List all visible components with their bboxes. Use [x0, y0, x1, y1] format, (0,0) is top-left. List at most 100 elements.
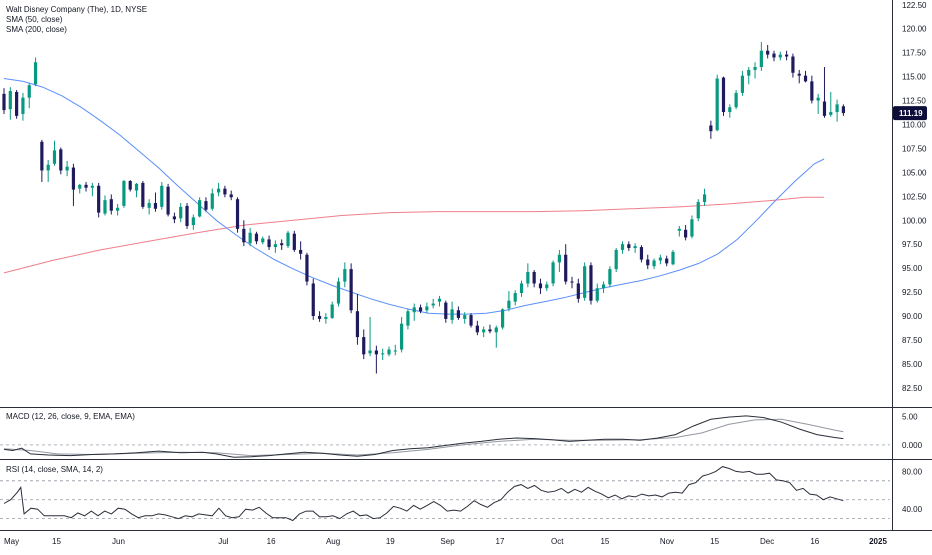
candle-down — [141, 182, 145, 207]
candle-down — [684, 229, 688, 238]
candle-up — [336, 281, 341, 304]
candle-up — [191, 217, 195, 226]
candle-up — [425, 306, 429, 311]
candle-down — [564, 254, 568, 282]
candle-down — [418, 307, 423, 312]
candle-up — [90, 185, 94, 188]
price-tick-label: 97.50 — [902, 240, 923, 249]
candle-up — [400, 323, 404, 350]
candle-down — [797, 73, 801, 76]
candle-down — [267, 239, 271, 248]
candle-down — [242, 228, 246, 243]
candle-down — [317, 316, 322, 319]
candle-down — [841, 106, 846, 114]
candle-up — [482, 329, 486, 333]
candle-up — [368, 350, 372, 354]
candle-up — [210, 193, 214, 209]
macd-label: MACD (12, 26, close, 9, EMA, EMA) — [6, 412, 135, 421]
candle-down — [280, 243, 284, 246]
x-tick-label: 2025 — [869, 537, 887, 546]
candle-up — [557, 254, 561, 263]
candle-down — [349, 269, 353, 311]
candle-down — [235, 199, 240, 229]
candle-up — [715, 78, 719, 131]
price-tick-label: 85.00 — [902, 360, 923, 369]
candle-up — [816, 97, 820, 101]
candle-down — [589, 265, 593, 301]
x-tick-label: 15 — [710, 537, 719, 546]
x-tick-label: 15 — [600, 537, 609, 546]
candle-up — [778, 54, 782, 58]
sma50-label: SMA (50, close) — [6, 15, 63, 24]
price-tick-label: 122.50 — [902, 1, 927, 10]
candle-up — [134, 183, 139, 191]
candle-down — [488, 329, 492, 332]
x-tick-label: 16 — [267, 537, 276, 546]
candle-down — [153, 203, 158, 209]
rsi-tick-label: 80.00 — [902, 467, 923, 476]
price-tick-label: 87.50 — [902, 336, 923, 345]
candle-down — [254, 233, 259, 242]
x-tick-label: Sep — [440, 537, 455, 546]
candle-up — [381, 353, 385, 355]
sma200-line — [3, 196, 825, 274]
candle-up — [620, 244, 625, 250]
candle-down — [627, 244, 631, 249]
candle-up — [753, 67, 757, 70]
price-tick-label: 120.00 — [902, 25, 927, 34]
candle-up — [330, 304, 334, 318]
candle-up — [835, 104, 839, 113]
candle-up — [677, 228, 681, 231]
candle-down — [709, 125, 713, 132]
candle-up — [393, 350, 397, 352]
candle-down — [810, 81, 814, 101]
macd-tick-label: 5.00 — [902, 413, 918, 422]
candle-down — [299, 249, 303, 254]
candle-up — [658, 257, 662, 261]
candle-down — [109, 199, 113, 211]
candle-down — [772, 53, 776, 58]
x-tick-label: 17 — [496, 537, 505, 546]
candle-up — [450, 309, 454, 320]
price-tick-label: 107.50 — [902, 144, 927, 153]
price-tick-label: 117.50 — [902, 49, 926, 58]
rsi-line — [3, 466, 844, 522]
candle-up — [412, 307, 416, 313]
x-tick-label: Oct — [551, 537, 564, 546]
candle-up — [387, 349, 391, 355]
candle-down — [444, 302, 448, 319]
candle-up — [324, 316, 328, 319]
candle-up — [728, 107, 732, 113]
candle-up — [507, 300, 511, 309]
candle-up — [78, 184, 82, 189]
candle-up — [261, 238, 265, 243]
price-tick-label: 105.00 — [902, 168, 927, 177]
candle-up — [21, 97, 25, 114]
candle-down — [97, 185, 101, 213]
candle-down — [362, 337, 366, 355]
x-tick-label: Jul — [218, 537, 228, 546]
candle-up — [513, 293, 517, 302]
candle-down — [40, 141, 44, 171]
candle-up — [734, 92, 738, 108]
candle-down — [185, 205, 189, 227]
candle-down — [71, 167, 76, 190]
x-tick-label: Nov — [660, 537, 674, 546]
x-tick-label: 16 — [810, 537, 819, 546]
candle-down — [292, 233, 296, 250]
candle-up — [526, 271, 530, 284]
price-tick-label: 102.50 — [902, 192, 927, 201]
candle-down — [803, 75, 808, 82]
candle-down — [84, 184, 88, 188]
candle-up — [52, 150, 57, 164]
x-tick-label: Jun — [112, 537, 125, 546]
candle-up — [437, 298, 442, 302]
x-tick-label: Aug — [326, 537, 340, 546]
candle-up — [759, 50, 763, 68]
candle-up — [608, 269, 612, 285]
candle-down — [785, 54, 789, 57]
candle-down — [475, 325, 479, 333]
candle-down — [456, 310, 461, 318]
candle-up — [216, 188, 221, 193]
